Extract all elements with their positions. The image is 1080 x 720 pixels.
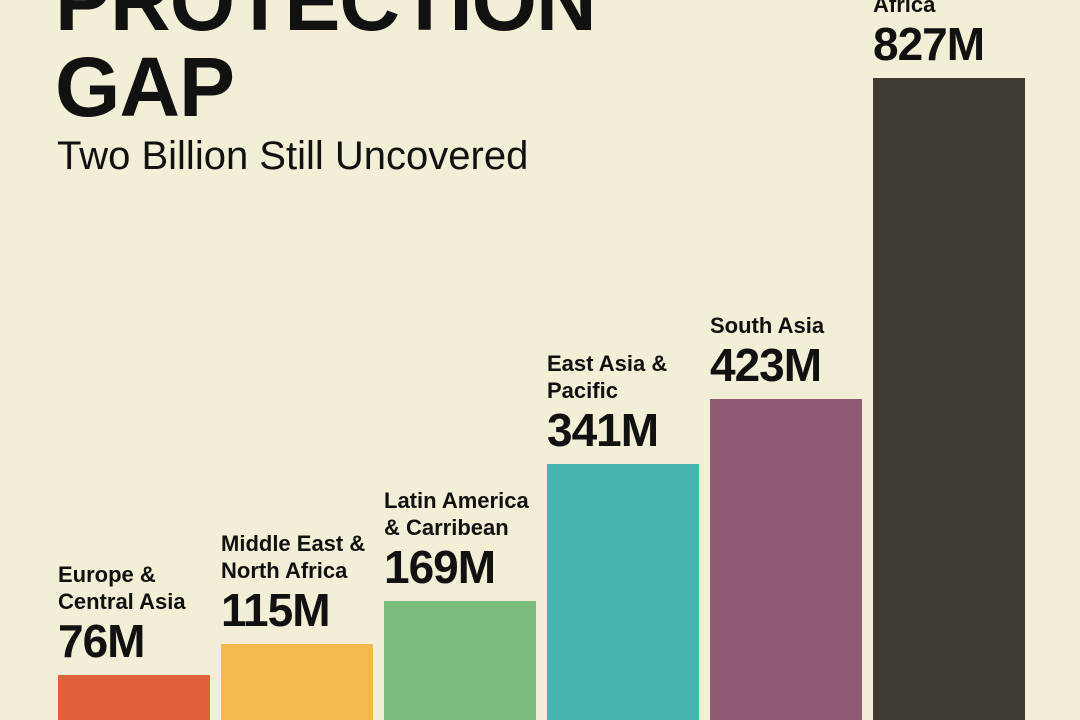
bar-label-group: Middle East & North Africa 115M [221, 530, 381, 636]
value-label: 827M [873, 17, 985, 70]
value-label: 423M [710, 338, 822, 391]
bar [873, 77, 1025, 720]
value-label: 169M [384, 540, 496, 593]
bar-label-group: Africa 827M [873, 0, 1033, 70]
value-label: 76M [58, 614, 145, 667]
category-label: South Asia [710, 312, 825, 338]
bar [58, 674, 210, 720]
bar-label-group: South Asia 423M [710, 312, 870, 391]
bar-label-group: Europe & Central Asia 76M [58, 561, 218, 667]
chart-subtitle: Two Billion Still Uncovered [57, 134, 529, 178]
bar-label-group: East Asia & Pacific 341M [547, 350, 707, 456]
chart-title: PROTECTION GAP [55, 0, 597, 134]
bar [221, 643, 373, 720]
category-label: Middle East & North Africa [221, 530, 366, 583]
value-label: 115M [221, 583, 331, 636]
bar [710, 398, 862, 720]
category-label: Africa [873, 0, 936, 17]
value-label: 341M [547, 403, 659, 456]
category-label: Latin America & Carribean [384, 487, 529, 540]
bar-label-group: Latin America & Carribean 169M [384, 487, 544, 593]
category-label: Europe & Central Asia [58, 561, 186, 614]
bar [547, 463, 699, 720]
bar [384, 600, 536, 720]
category-label: East Asia & Pacific [547, 350, 668, 403]
